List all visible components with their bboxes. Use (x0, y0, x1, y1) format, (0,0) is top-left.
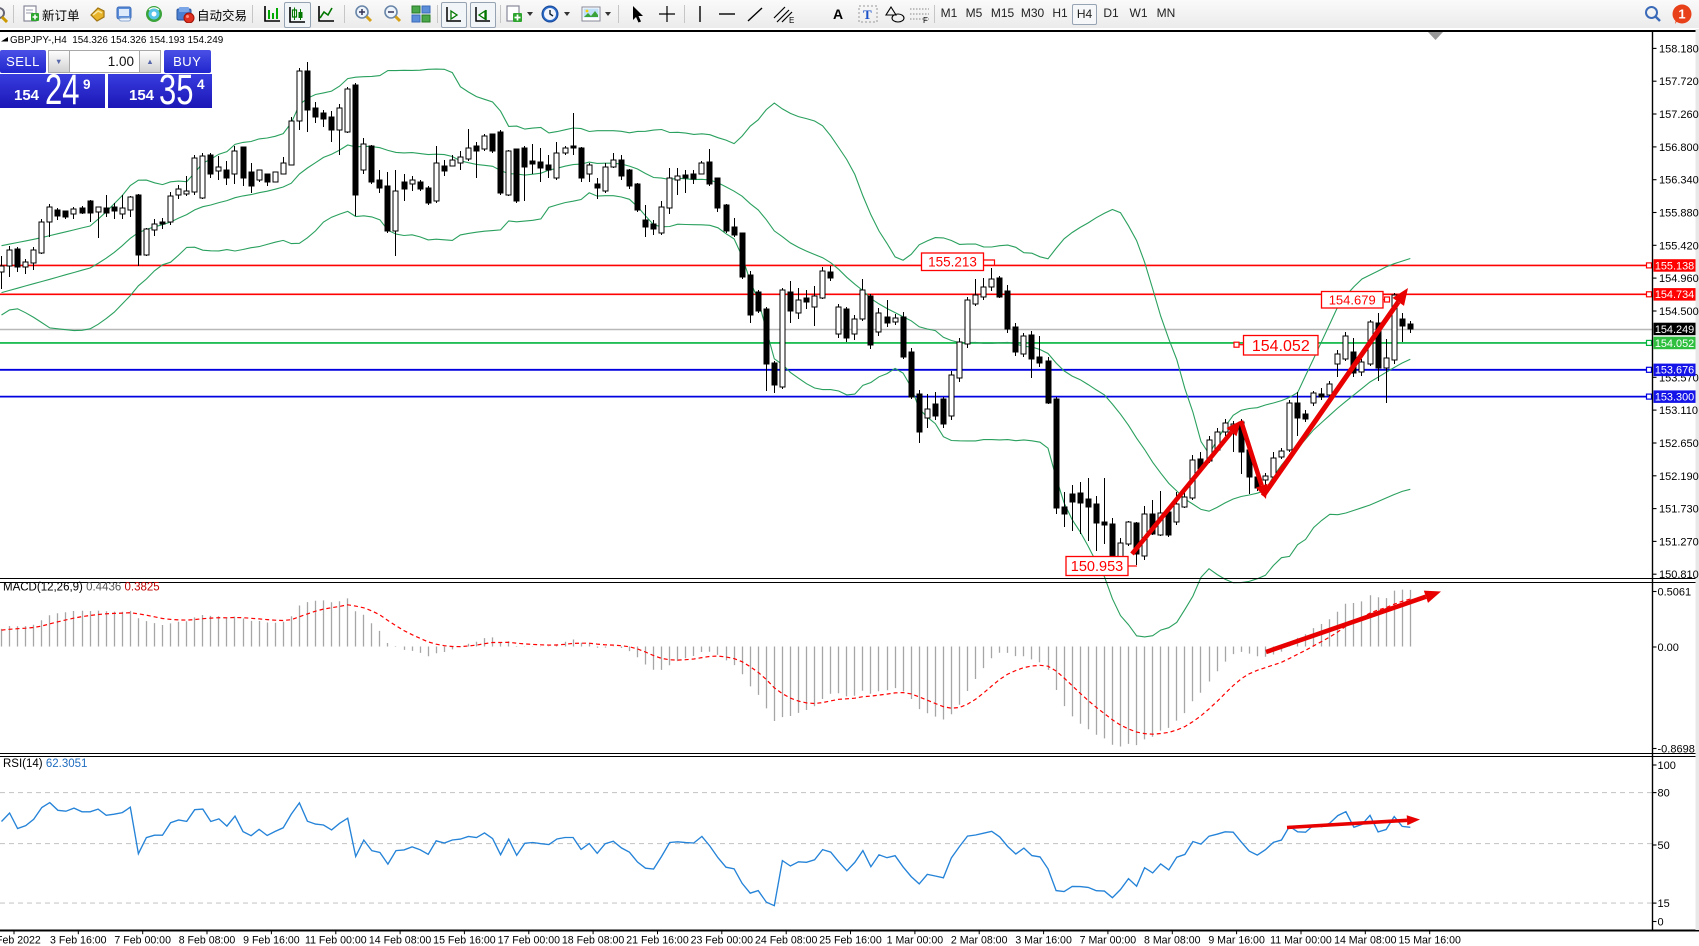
svg-text:155.138: 155.138 (1655, 260, 1694, 272)
svg-text:154.960: 154.960 (1659, 273, 1699, 285)
svg-text:F: F (923, 16, 928, 24)
svg-text:157.260: 157.260 (1659, 109, 1699, 121)
svg-text:0.5061: 0.5061 (1658, 587, 1692, 599)
svg-text:155.420: 155.420 (1659, 240, 1699, 252)
svg-text:80: 80 (1658, 788, 1670, 800)
svg-text:156.340: 156.340 (1659, 175, 1699, 187)
svg-text:152.650: 152.650 (1659, 438, 1699, 450)
svg-text:9 Feb 16:00: 9 Feb 16:00 (243, 935, 300, 946)
svg-text:156.800: 156.800 (1659, 142, 1699, 154)
svg-text:24 Feb 08:00: 24 Feb 08:00 (755, 935, 818, 946)
svg-text:153.676: 153.676 (1655, 365, 1694, 377)
svg-text:17 Feb 00:00: 17 Feb 00:00 (498, 935, 561, 946)
svg-text:-0.8698: -0.8698 (1658, 744, 1695, 756)
svg-text:8 Mar 08:00: 8 Mar 08:00 (1144, 935, 1201, 946)
svg-text:150.953: 150.953 (1071, 559, 1123, 575)
svg-text:15: 15 (1658, 898, 1670, 910)
svg-text:15 Mar 16:00: 15 Mar 16:00 (1398, 935, 1461, 946)
svg-text:154.734: 154.734 (1655, 289, 1694, 301)
svg-text:152.190: 152.190 (1659, 471, 1699, 483)
svg-text:E: E (789, 16, 794, 24)
svg-text:14 Feb 08:00: 14 Feb 08:00 (369, 935, 432, 946)
svg-text:2 Mar 08:00: 2 Mar 08:00 (951, 935, 1008, 946)
svg-text:11 Feb 00:00: 11 Feb 00:00 (305, 935, 367, 946)
svg-text:1: 1 (1678, 7, 1685, 22)
svg-text:158.180: 158.180 (1659, 43, 1699, 55)
svg-text:154.500: 154.500 (1659, 306, 1699, 318)
svg-text:151.730: 151.730 (1659, 504, 1699, 516)
svg-text:3 Mar 16:00: 3 Mar 16:00 (1015, 935, 1072, 946)
svg-text:153.300: 153.300 (1655, 392, 1694, 404)
svg-text:RSI(14) 62.3051: RSI(14) 62.3051 (3, 758, 87, 770)
svg-text:155.213: 155.213 (928, 255, 977, 270)
svg-text:155.880: 155.880 (1659, 208, 1699, 220)
svg-text:154.679: 154.679 (1329, 292, 1376, 307)
svg-text:T: T (863, 7, 872, 22)
svg-text:3 Feb 16:00: 3 Feb 16:00 (50, 935, 107, 946)
svg-text:153.110: 153.110 (1659, 405, 1698, 417)
svg-text:1 Mar 00:00: 1 Mar 00:00 (887, 935, 944, 946)
svg-text:15 Feb 16:00: 15 Feb 16:00 (433, 935, 496, 946)
svg-text:151.270: 151.270 (1659, 536, 1699, 548)
svg-text:150.810: 150.810 (1659, 569, 1699, 581)
svg-text:154.249: 154.249 (1655, 324, 1694, 336)
svg-text:MACD(12,26,9) 0.4436 0.3825: MACD(12,26,9) 0.4436 0.3825 (3, 582, 160, 594)
svg-text:8 Feb 08:00: 8 Feb 08:00 (179, 935, 236, 946)
svg-text:7 Mar 00:00: 7 Mar 00:00 (1080, 935, 1137, 946)
svg-text:154.052: 154.052 (1655, 338, 1694, 350)
svg-text:154.052: 154.052 (1252, 338, 1310, 355)
svg-text:0.00: 0.00 (1658, 642, 1679, 654)
svg-text:21 Feb 16:00: 21 Feb 16:00 (626, 935, 689, 946)
svg-text:157.720: 157.720 (1659, 76, 1699, 88)
svg-text:7 Feb 00:00: 7 Feb 00:00 (114, 935, 171, 946)
svg-text:GBPJPY-,H4 154.326 154.326 15: GBPJPY-,H4 154.326 154.326 154.193 154.2… (10, 35, 224, 46)
svg-text:18 Feb 08:00: 18 Feb 08:00 (562, 935, 625, 946)
svg-text:23 Feb 00:00: 23 Feb 00:00 (691, 935, 754, 946)
svg-text:100: 100 (1658, 760, 1676, 772)
svg-text:1 Feb 2022: 1 Feb 2022 (0, 935, 41, 946)
svg-text:9 Mar 16:00: 9 Mar 16:00 (1208, 935, 1265, 946)
svg-text:11 Mar 00:00: 11 Mar 00:00 (1270, 935, 1332, 946)
svg-text:25 Feb 16:00: 25 Feb 16:00 (819, 935, 882, 946)
svg-text:14 Mar 08:00: 14 Mar 08:00 (1334, 935, 1397, 946)
svg-text:0: 0 (1658, 917, 1664, 929)
svg-text:50: 50 (1658, 840, 1670, 852)
